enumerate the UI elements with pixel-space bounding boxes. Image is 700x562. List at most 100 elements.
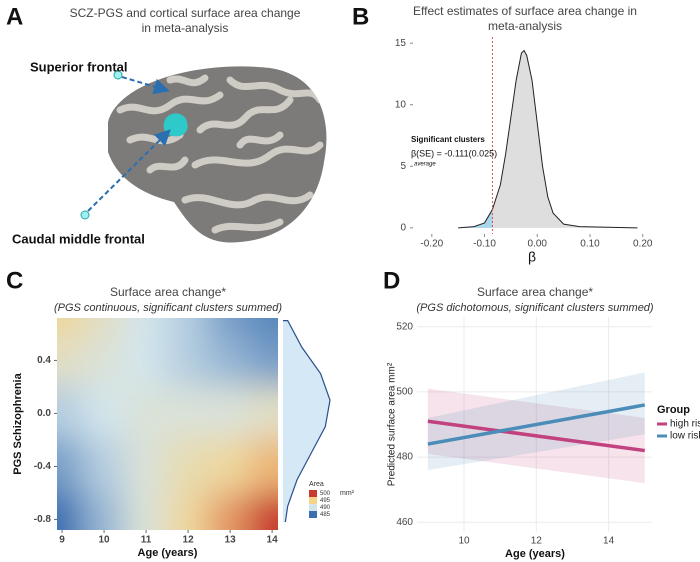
heat-cell xyxy=(57,339,85,388)
heat-cell xyxy=(124,339,169,388)
legend-title: Group xyxy=(657,404,690,416)
panel-title: SCZ-PGS and cortical surface area change xyxy=(70,6,301,20)
panel-title: Surface area change* xyxy=(477,285,593,299)
annotation: Significant clusters xyxy=(411,135,485,144)
heatmap xyxy=(57,318,278,530)
heat-cell xyxy=(166,318,211,342)
legend-swatch xyxy=(309,490,317,497)
heat-cell xyxy=(250,493,278,530)
heatmap-cells xyxy=(57,318,278,530)
panel-title: Effect estimates of surface area change … xyxy=(413,4,637,18)
x-tick-label: 0.00 xyxy=(528,239,548,250)
y-tick-label: 10 xyxy=(395,99,407,110)
y-tick-label: 0.0 xyxy=(37,408,51,419)
heat-cell xyxy=(250,318,278,342)
heat-cell xyxy=(124,493,169,530)
legend-label: low risk xyxy=(670,431,700,442)
heat-cell xyxy=(57,493,85,530)
confidence-band xyxy=(427,372,645,471)
y-tick-label: 520 xyxy=(396,321,413,332)
density-area xyxy=(458,50,638,228)
y-tick-label: 460 xyxy=(396,517,413,528)
heat-cell xyxy=(166,438,211,496)
x-tick-label: 12 xyxy=(531,536,543,547)
heat-cell xyxy=(208,385,253,441)
heat-cell xyxy=(57,438,85,496)
heat-cell xyxy=(208,318,253,342)
x-tick-label: 13 xyxy=(225,535,237,546)
legend-unit: mm² xyxy=(340,490,355,497)
heat-cell xyxy=(250,339,278,388)
y-axis-label: PGS Schizophrenia xyxy=(12,372,24,474)
heat-cell xyxy=(208,493,253,530)
x-tick-label: -0.20 xyxy=(420,239,443,250)
heat-cell xyxy=(208,339,253,388)
legend-title: Area xyxy=(309,481,324,488)
heat-cell xyxy=(250,438,278,496)
x-tick-label: 10 xyxy=(458,536,470,547)
legend-swatch xyxy=(309,504,317,511)
panel-subtitle: (PGS continuous, significant clusters su… xyxy=(54,302,282,314)
x-tick-label: 14 xyxy=(267,535,279,546)
x-axis-label: β xyxy=(528,249,536,265)
heat-cell xyxy=(124,438,169,496)
brain-image xyxy=(80,66,327,243)
panel-label: D xyxy=(383,267,400,294)
heat-cell xyxy=(82,339,127,388)
annotation: Caudal middle frontal xyxy=(12,231,145,246)
x-tick-label: 14 xyxy=(603,536,615,547)
annotation: β(SE) = -0.111(0.025) xyxy=(411,148,497,158)
x-tick-label: 0.20 xyxy=(633,239,653,250)
x-axis-label: Age (years) xyxy=(138,547,198,559)
y-tick-label: 0.4 xyxy=(37,355,51,366)
heat-cell xyxy=(57,385,85,441)
heat-cell xyxy=(82,385,127,441)
y-tick-label: 500 xyxy=(396,387,413,398)
y-tick-label: 15 xyxy=(395,38,407,49)
panel-label: C xyxy=(6,267,23,294)
heat-cell xyxy=(250,385,278,441)
legend-label: 500 xyxy=(320,491,331,497)
x-tick-label: -0.10 xyxy=(473,239,496,250)
x-tick-label: 10 xyxy=(98,535,110,546)
x-axis-label: Age (years) xyxy=(505,548,565,560)
panel-title: in meta-analysis xyxy=(142,21,229,35)
heat-cell xyxy=(166,339,211,388)
legend-label: 495 xyxy=(320,498,331,504)
legend-swatch xyxy=(309,511,317,518)
y-tick-label: -0.4 xyxy=(34,461,52,472)
heat-cell xyxy=(82,493,127,530)
legend-label: 490 xyxy=(320,505,331,511)
x-tick-label: 0.10 xyxy=(580,239,600,250)
heat-cell xyxy=(208,438,253,496)
y-tick-label: -0.8 xyxy=(34,514,52,525)
heat-cell xyxy=(57,318,85,342)
heat-cell xyxy=(166,385,211,441)
legend-label: 485 xyxy=(320,512,331,518)
annotation: Superior frontal xyxy=(30,59,128,74)
panel-title: meta-analysis xyxy=(488,19,562,33)
y-tick-label: 480 xyxy=(396,452,413,463)
heat-cell xyxy=(166,493,211,530)
panel-subtitle: (PGS dichotomous, significant clusters s… xyxy=(416,302,654,314)
line xyxy=(427,403,646,446)
legend-swatch xyxy=(309,497,317,504)
line xyxy=(427,419,646,453)
y-axis-label: Predicted surface area mm² xyxy=(387,362,398,486)
y-tick-label: 5 xyxy=(400,161,406,172)
annotation: average xyxy=(414,162,436,168)
panel-label: A xyxy=(6,3,23,30)
panel-label: B xyxy=(352,3,369,30)
x-tick-label: 12 xyxy=(183,535,195,546)
x-tick-label: 11 xyxy=(141,535,152,546)
heat-cell xyxy=(124,385,169,441)
heat-cell xyxy=(124,318,169,342)
panel-title: Surface area change* xyxy=(110,285,226,299)
marginal-line xyxy=(283,320,331,523)
heat-cell xyxy=(82,318,127,342)
legend-label: high risk xyxy=(670,419,700,430)
y-tick-label: 0 xyxy=(400,222,406,233)
heat-cell xyxy=(82,438,127,496)
x-tick-label: 9 xyxy=(59,535,65,546)
